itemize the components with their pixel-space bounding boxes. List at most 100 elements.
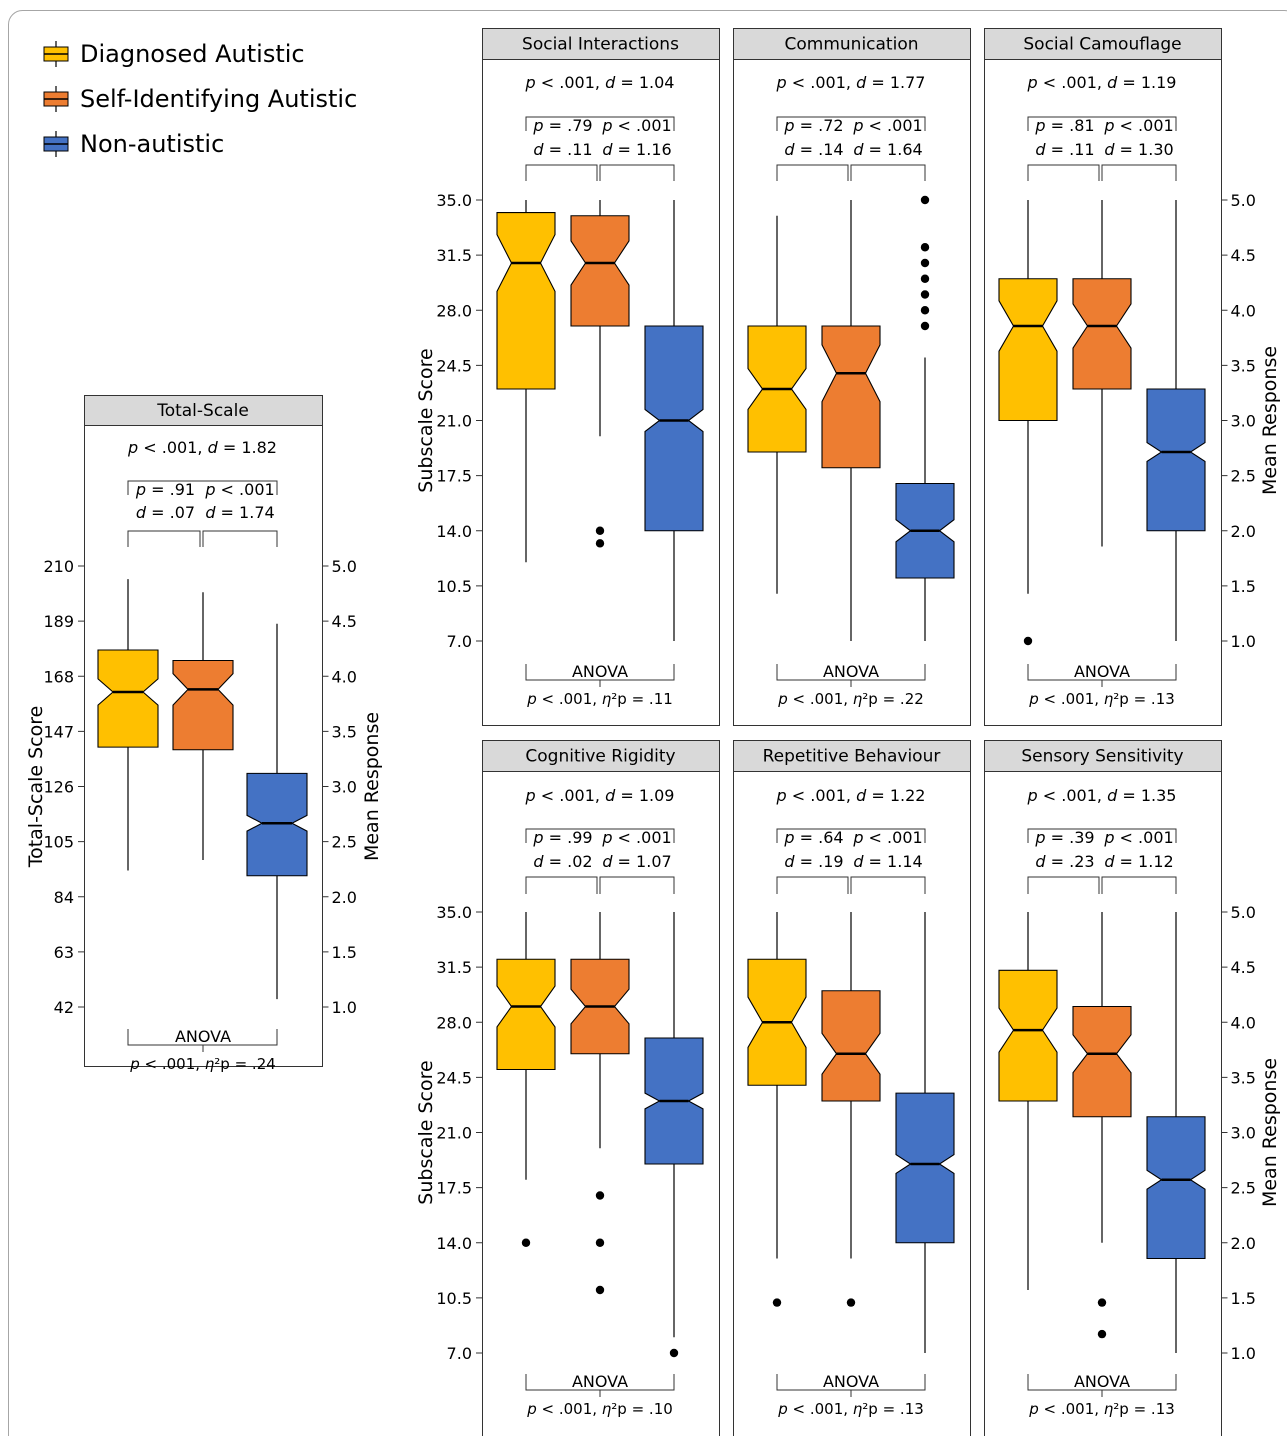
y2-tick-label: 3.0 <box>1231 1124 1256 1143</box>
box-non-autistic <box>895 912 955 1353</box>
pair-d-label: d = 1.30 <box>1104 140 1173 159</box>
outlier-point <box>595 526 605 535</box>
outlier-point <box>920 258 930 268</box>
y2-axis-label: Mean Response <box>1259 346 1281 495</box>
y2-tick-label: 2.5 <box>332 833 357 852</box>
notched-box <box>998 969 1058 1102</box>
y2-tick-label: 2.0 <box>1231 522 1256 541</box>
y-tick-label: 17.5 <box>436 467 472 486</box>
pair-bracket <box>1101 876 1177 894</box>
anova-stat-label: p < .001, η²p = .13 <box>777 1400 924 1418</box>
panel-communication: Communication p < .001, d = 1.77 p = .72 d … <box>733 28 971 726</box>
y2-axis-label: Mean Response <box>1259 1058 1281 1207</box>
pair-p-label: p < .001 <box>1103 828 1173 847</box>
notched-box <box>496 958 556 1071</box>
box-non-autistic <box>644 200 704 641</box>
notched-box <box>998 278 1058 422</box>
panel-header <box>733 28 971 60</box>
pair-bracket <box>202 530 278 547</box>
y2-tick-label: 3.5 <box>1231 356 1256 375</box>
top-comparison-label: p < .001, d = 1.09 <box>525 786 675 805</box>
legend: Diagnosed Autistic Self-Identifying Autis… <box>43 40 357 158</box>
top-comparison-label: p < .001, d = 1.77 <box>776 73 926 92</box>
y-tick-label: 84 <box>54 888 74 907</box>
pair-d-label: d = 1.12 <box>1104 852 1173 871</box>
y2-tick-label: 1.0 <box>1231 632 1256 651</box>
top-bracket <box>525 828 675 843</box>
y2-tick-label: 3.5 <box>332 722 357 741</box>
outlier-point <box>669 1348 679 1358</box>
anova-label: ANOVA <box>572 1372 628 1391</box>
panel-title: Sensory Sensitivity <box>1021 747 1183 767</box>
y2-tick-label: 3.0 <box>332 778 357 797</box>
y2-tick-label: 2.5 <box>1231 467 1256 486</box>
pair-p-label: p = .91 <box>135 480 195 499</box>
anova-label: ANOVA <box>572 662 628 681</box>
pair-bracket <box>850 876 926 894</box>
pair-p-label: p = .72 <box>783 116 843 135</box>
y-tick-label: 21.0 <box>436 412 472 431</box>
outlier-point <box>772 1298 782 1307</box>
y2-axis-label: Mean Response <box>361 712 383 861</box>
anova-stat-label: p < .001, η²p = .13 <box>1028 1400 1175 1418</box>
y-axis-label: Total-Scale Score <box>25 706 47 869</box>
anova-stat-label: p < .001, η²p = .24 <box>129 1055 276 1073</box>
pair-bracket <box>1027 164 1100 181</box>
outlier-point <box>1097 1298 1107 1307</box>
legend-label: Self-Identifying Autistic <box>80 85 357 113</box>
notched-box <box>821 990 881 1102</box>
top-bracket <box>525 116 675 131</box>
y-tick-label: 168 <box>43 667 74 686</box>
y2-tick-label: 1.5 <box>332 943 357 962</box>
top-bracket <box>127 480 278 495</box>
pair-bracket <box>599 876 675 894</box>
y2-tick-label: 2.0 <box>1231 1234 1256 1253</box>
y-tick-label: 24.5 <box>436 356 472 375</box>
y2-tick-label: 1.5 <box>1231 1289 1256 1308</box>
box-self-identifying-autistic <box>1072 200 1132 547</box>
panel-cognitive-rigidity: Cognitive Rigidity 7.0 10.5 14.0 17.5 21.0 24.… <box>415 740 720 1436</box>
pair-d-label: d = 1.07 <box>602 852 671 871</box>
y2-tick-label: 5.0 <box>1231 903 1256 922</box>
box-self-identifying-autistic <box>570 912 630 1295</box>
legend-item-0: Diagnosed Autistic <box>43 40 305 68</box>
top-comparison-label: p < .001, d = 1.35 <box>1027 786 1177 805</box>
pair-d-label: d = .02 <box>533 852 592 871</box>
y2-tick-label: 4.5 <box>1231 958 1256 977</box>
outlier-point <box>595 1238 605 1247</box>
y2-tick-label: 3.5 <box>1231 1068 1256 1087</box>
panel-title: Social Interactions <box>522 35 679 55</box>
pair-bracket <box>127 530 201 547</box>
y-tick-label: 28.0 <box>436 301 472 320</box>
panel-social-camouflage: Social Camouflage 1.0 1.5 2.0 2.5 3.0 3.5 4.0 4.… <box>984 28 1281 726</box>
panel-title: Social Camouflage <box>1023 35 1181 55</box>
notched-box <box>821 325 881 469</box>
y2-tick-label: 1.0 <box>1231 1344 1256 1363</box>
anova-label: ANOVA <box>823 662 879 681</box>
notched-box <box>172 659 234 751</box>
panel-sensory-sensitivity: Sensory Sensitivity 1.0 1.5 2.0 2.5 3.0 3.5 4.0… <box>984 740 1281 1436</box>
pair-d-label: d = 1.64 <box>853 140 922 159</box>
panel-header <box>482 28 720 60</box>
pair-d-label: d = .11 <box>533 140 592 159</box>
box-diagnosed-autistic <box>97 579 159 871</box>
notched-box <box>496 212 556 390</box>
y-tick-label: 105 <box>43 833 74 852</box>
anova-label: ANOVA <box>1074 1372 1130 1391</box>
y-tick-label: 189 <box>43 612 74 631</box>
anova-bracket <box>776 1374 926 1397</box>
y-tick-label: 147 <box>43 722 74 741</box>
y-tick-label: 42 <box>54 998 74 1017</box>
box-diagnosed-autistic <box>496 912 556 1247</box>
pair-bracket <box>850 164 926 181</box>
outlier-point <box>920 243 930 252</box>
anova-stat-label: p < .001, η²p = .10 <box>526 1400 673 1418</box>
outlier-point <box>846 1298 856 1307</box>
notched-box <box>1146 1116 1206 1260</box>
anova-label: ANOVA <box>1074 662 1130 681</box>
y2-tick-label: 4.0 <box>1231 1013 1256 1032</box>
pair-d-label: d = 1.14 <box>853 852 922 871</box>
legend-label: Non-autistic <box>80 130 224 158</box>
y-tick-label: 35.0 <box>436 903 472 922</box>
y-tick-label: 10.5 <box>436 577 472 596</box>
